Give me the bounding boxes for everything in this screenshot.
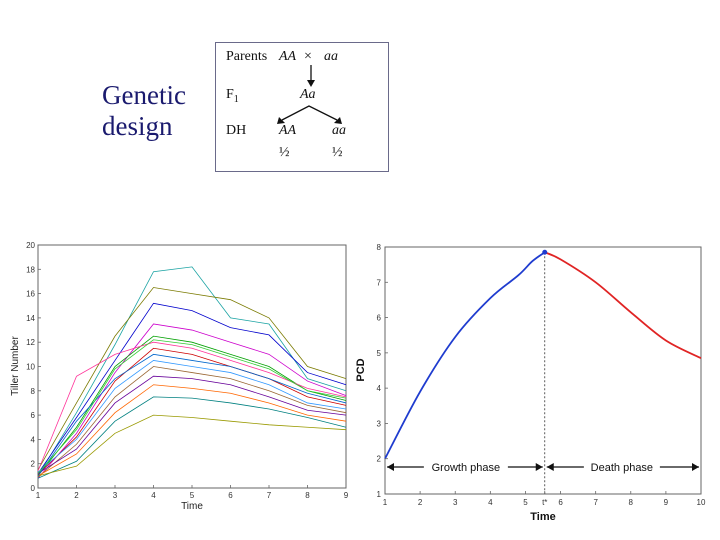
parent1-genotype: AA — [279, 49, 297, 64]
x-tick-label: 2 — [418, 498, 423, 507]
dh-ratio-AA: ½ — [279, 145, 290, 160]
tiller-series-line — [37, 353, 347, 477]
phase-annotations: Growth phase Death phase — [387, 459, 699, 474]
dh-genotype-AA: AA — [279, 123, 297, 138]
growth-phase-label: Growth phase — [432, 462, 500, 474]
growth-arrow-right-head — [535, 463, 543, 471]
left-x-axis-label: Time — [181, 501, 203, 512]
x-tick-label: 5 — [523, 498, 528, 507]
tiller-series-line — [37, 302, 347, 474]
x-tick-label: 5 — [190, 491, 195, 500]
dh-ratio-aa: ½ — [332, 145, 343, 160]
y-tick-label: 20 — [26, 241, 35, 250]
left-y-ticks: 0 2 4 6 8 10 12 14 16 18 20 — [26, 241, 41, 493]
tiller-series-line — [37, 347, 347, 475]
tiller-series-line — [37, 396, 347, 479]
tiller-series-line — [37, 366, 347, 478]
y-tick-label: 8 — [31, 387, 36, 396]
f1-genotype: Aa — [300, 87, 316, 102]
right-plot-series — [384, 249, 702, 494]
left-plot-series — [37, 266, 347, 479]
y-tick-label: 2 — [31, 460, 36, 469]
slide-title: Genetic design — [102, 80, 186, 142]
tiller-series-line — [37, 375, 347, 474]
genetic-design-box: Parents AA × aa F1 Aa DH AA aa ½ ½ — [215, 42, 389, 172]
y-tick-label: 8 — [377, 243, 382, 252]
parents-label: Parents — [226, 49, 268, 64]
y-tick-label: 5 — [377, 349, 382, 358]
f1-subscript: 1 — [233, 93, 239, 105]
y-tick-label: 4 — [377, 384, 382, 393]
x-tick-label: 9 — [664, 498, 669, 507]
right-x-axis-label: Time — [530, 511, 555, 523]
x-tick-label: 4 — [488, 498, 493, 507]
x-tick-label: 8 — [629, 498, 634, 507]
death-arrow-left-head — [546, 463, 554, 471]
x-tick-label: 4 — [151, 491, 156, 500]
right-y-ticks: 1 2 3 4 5 6 7 8 — [377, 243, 388, 499]
y-tick-label: 16 — [26, 290, 35, 299]
dh-genotype-aa: aa — [332, 123, 346, 138]
x-tick-label: 3 — [453, 498, 458, 507]
title-line-2: design — [102, 111, 173, 141]
death-label-bg — [583, 459, 660, 474]
y-tick-label: 4 — [31, 435, 36, 444]
right-y-axis-label: PCD — [355, 358, 367, 381]
x-tick-label: 9 — [344, 491, 349, 500]
death-arrow-right-head — [692, 463, 699, 471]
x-tick-label: 1 — [383, 498, 388, 507]
right-plot-frame — [384, 246, 702, 495]
growth-curve — [384, 251, 546, 460]
x-tick-label: 7 — [593, 498, 598, 507]
f1-label: F1 — [226, 87, 239, 105]
growth-arrow-left-head — [387, 463, 394, 471]
tiller-series-line — [37, 323, 347, 479]
cross-symbol: × — [304, 49, 312, 64]
death-phase-label: Death phase — [591, 462, 653, 474]
left-x-ticks: 1 2 3 4 5 6 7 8 9 — [36, 485, 349, 500]
growth-label-bg — [423, 459, 508, 474]
x-tick-label: 1 — [36, 491, 41, 500]
peak-marker — [542, 249, 548, 255]
y-tick-label: 10 — [26, 363, 35, 372]
y-tick-label: 6 — [377, 314, 382, 323]
x-tick-label: 3 — [113, 491, 118, 500]
x-tick-label: 6 — [228, 491, 233, 500]
tiller-series-line — [37, 360, 347, 473]
y-tick-label: 14 — [26, 314, 35, 323]
x-tick-label: 6 — [558, 498, 563, 507]
y-tick-label: 6 — [31, 411, 36, 420]
right-x-ticks: 1 2 3 4 5 t* 6 7 8 9 10 — [383, 491, 706, 507]
y-tick-label: 18 — [26, 265, 35, 274]
title-line-1: Genetic — [102, 80, 186, 110]
tiller-series-line — [37, 384, 347, 477]
parent2-genotype: aa — [324, 49, 338, 64]
left-y-axis-label: Tiller Number — [10, 336, 21, 396]
tiller-series-line — [37, 414, 347, 477]
y-tick-label: 7 — [377, 278, 382, 287]
y-tick-label: 2 — [377, 455, 382, 464]
x-tick-label: 2 — [74, 491, 79, 500]
y-tick-label: 12 — [26, 338, 35, 347]
x-tick-label: 10 — [697, 498, 706, 507]
dh-label: DH — [226, 123, 247, 138]
x-tick-label: 7 — [267, 491, 272, 500]
x-tick-label: 8 — [305, 491, 310, 500]
death-curve — [544, 251, 702, 359]
f1-label-text: F — [226, 87, 234, 102]
tiller-series-line — [37, 287, 347, 470]
tiller-series-line — [37, 339, 347, 474]
x-tick-label: t* — [542, 498, 547, 507]
y-tick-label: 0 — [31, 484, 36, 493]
y-tick-label: 1 — [377, 490, 382, 499]
y-tick-label: 3 — [377, 419, 382, 428]
